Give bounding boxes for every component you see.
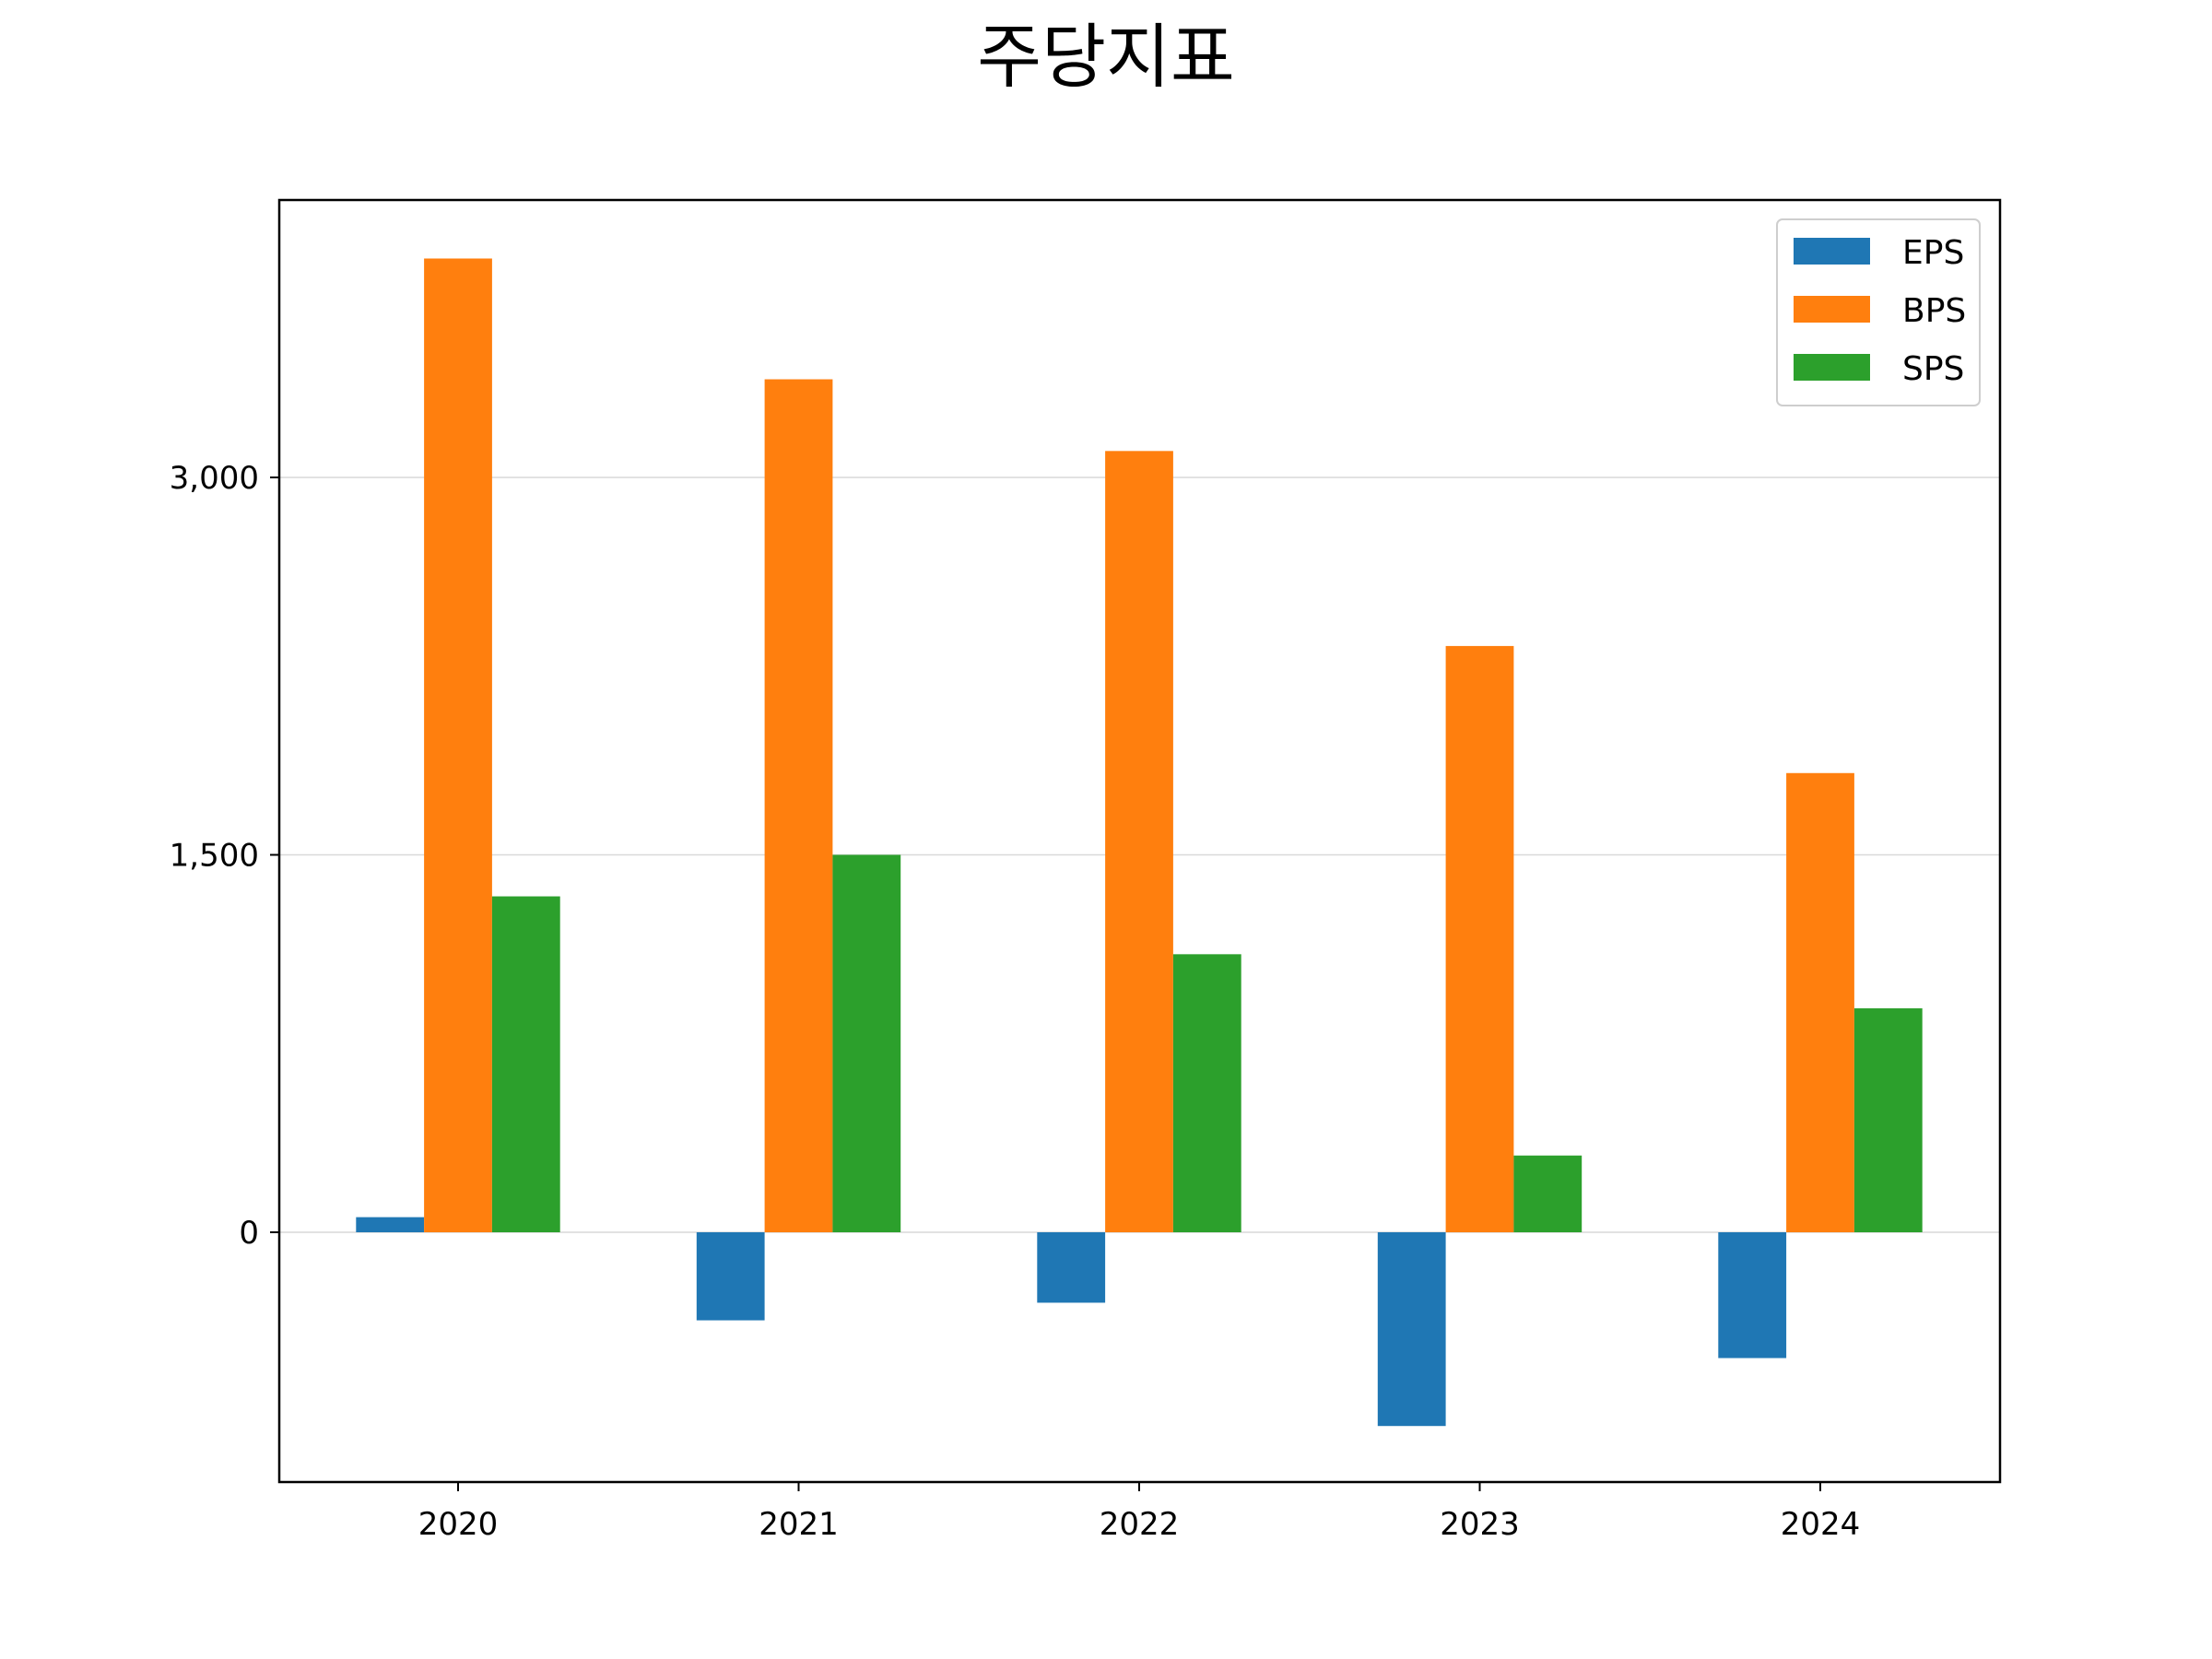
bar-eps-2023	[1377, 1232, 1446, 1427]
legend-swatch-eps	[1794, 238, 1870, 265]
bar-bps-2022	[1105, 451, 1173, 1233]
legend-label-bps: BPS	[1902, 292, 1966, 330]
bar-sps-2024	[1853, 1008, 1923, 1232]
x-tick-label: 2021	[759, 1506, 839, 1543]
bar-eps-2021	[696, 1232, 765, 1321]
bar-bps-2024	[1786, 772, 1854, 1232]
bar-sps-2023	[1513, 1155, 1583, 1232]
bar-eps-2020	[356, 1217, 425, 1232]
bar-bps-2020	[424, 258, 492, 1232]
bar-sps-2020	[491, 896, 560, 1232]
bar-eps-2024	[1718, 1232, 1787, 1359]
legend-label-sps: SPS	[1902, 350, 1964, 388]
legend-swatch-bps	[1794, 296, 1870, 323]
bars	[356, 258, 1923, 1427]
x-tick-label: 2020	[418, 1506, 499, 1543]
y-tick-label: 3,000	[170, 460, 259, 497]
x-tick-label: 2022	[1100, 1506, 1180, 1543]
bar-bps-2021	[764, 379, 833, 1232]
legend-label-eps: EPS	[1902, 234, 1964, 272]
bar-sps-2022	[1172, 954, 1241, 1232]
x-tick-label: 2023	[1440, 1506, 1520, 1543]
legend: EPS BPS SPS	[1776, 218, 1981, 406]
bar-sps-2021	[832, 854, 901, 1232]
bar-eps-2022	[1037, 1232, 1106, 1303]
y-tick-label: 1,500	[170, 838, 259, 875]
x-tick-label: 2024	[1781, 1506, 1861, 1543]
chart-title: 주당지표	[977, 16, 1235, 98]
y-tick-label: 0	[239, 1215, 259, 1252]
axis-ticks: 0 1,500 3,000 2020 2021 2022 2023 2024	[170, 460, 1861, 1543]
legend-swatch-sps	[1794, 354, 1870, 381]
bar-bps-2023	[1445, 645, 1514, 1232]
